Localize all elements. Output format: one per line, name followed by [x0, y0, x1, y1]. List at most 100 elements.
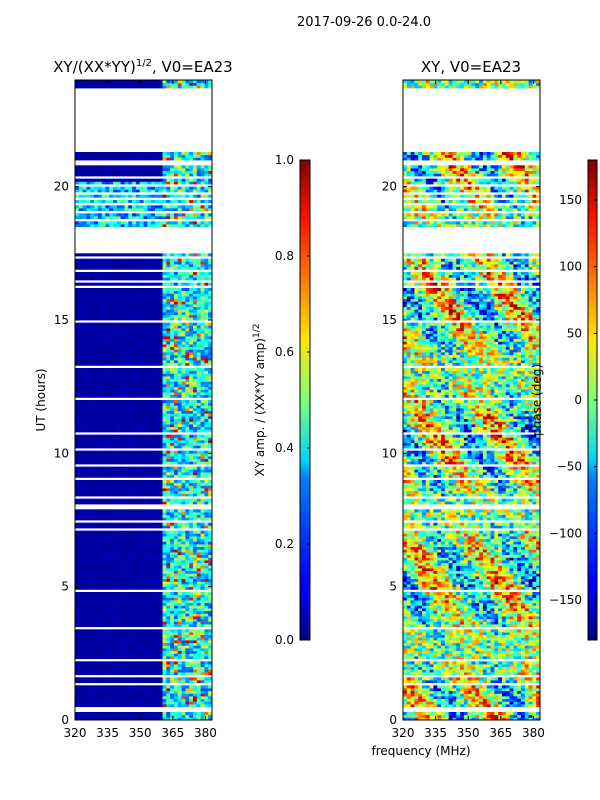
heatmap-cell [132, 688, 137, 692]
heatmap-cell [189, 522, 194, 526]
heatmap-cell [196, 418, 201, 422]
heatmap-cell [196, 645, 201, 649]
heatmap-cell [173, 338, 179, 342]
heatmap-cell [170, 461, 175, 465]
heatmap-cell [135, 442, 141, 446]
heatmap-cell [196, 325, 201, 329]
heatmap-cell [135, 336, 141, 340]
heatmap-cell [78, 442, 84, 446]
heatmap-cell [151, 298, 156, 302]
heatmap-cell [86, 578, 91, 582]
heatmap-cell [116, 485, 122, 489]
heatmap-cell [143, 536, 148, 540]
heatmap-cell [116, 336, 122, 340]
heatmap-cell [78, 445, 84, 449]
heatmap-cell [86, 616, 91, 620]
heatmap-cell [90, 312, 95, 316]
heatmap-cell [154, 653, 160, 657]
heatmap-cell [151, 669, 156, 673]
heatmap-cell [204, 344, 209, 348]
heatmap-cell [90, 338, 95, 342]
heatmap-cell [90, 344, 95, 348]
heatmap-cell [90, 594, 95, 598]
heatmap-cell [116, 680, 122, 684]
heatmap-cell [200, 600, 205, 604]
heatmap-cell [120, 616, 125, 620]
heatmap-cell [90, 453, 95, 457]
heatmap-cell [147, 349, 152, 353]
heatmap-cell [75, 648, 80, 652]
heatmap-cell [192, 450, 198, 454]
heatmap-cell [105, 346, 110, 350]
heatmap-cell [86, 605, 91, 609]
heatmap-cell [162, 485, 167, 489]
heatmap-cell [109, 616, 114, 620]
heatmap-cell [86, 650, 91, 654]
heatmap-cell [181, 440, 186, 444]
heatmap-cell [158, 629, 163, 633]
heatmap-cell [192, 426, 198, 430]
heatmap-cell [208, 314, 213, 318]
heatmap-cell [82, 328, 87, 332]
heatmap-cell [78, 482, 84, 486]
heatmap-cell [181, 394, 186, 398]
heatmap-cell [177, 314, 182, 318]
heatmap-cell [139, 360, 144, 364]
heatmap-cell [132, 426, 137, 430]
heatmap-cell [162, 421, 167, 425]
heatmap-cell [147, 301, 152, 305]
heatmap-cell [151, 322, 156, 326]
heatmap-cell [177, 416, 182, 420]
heatmap-cell [181, 416, 186, 420]
heatmap-cell [170, 426, 175, 430]
heatmap-cell [90, 333, 95, 337]
heatmap-cell [181, 488, 186, 492]
heatmap-cell [109, 437, 114, 441]
heatmap-cell [101, 386, 106, 390]
heatmap-cell [162, 370, 167, 374]
heatmap-cell [86, 362, 91, 366]
heatmap-cell [185, 346, 190, 350]
heatmap-cell [116, 322, 122, 326]
heatmap-cell [151, 616, 156, 620]
heatmap-cell [181, 621, 186, 625]
heatmap-cell [135, 586, 141, 590]
heatmap-cell [113, 354, 118, 358]
heatmap-cell [192, 522, 198, 526]
heatmap-cell [78, 450, 84, 454]
heatmap-cell [154, 581, 160, 585]
heatmap-cell [151, 301, 156, 305]
heatmap-cell [75, 704, 80, 708]
heatmap-cell [90, 442, 95, 446]
heatmap-cell [147, 400, 152, 404]
heatmap-cell [86, 557, 91, 561]
heatmap-cell [200, 664, 205, 668]
heatmap-cell [135, 426, 141, 430]
heatmap-cell [189, 301, 194, 305]
heatmap-cell [173, 552, 179, 556]
heatmap-cell [78, 421, 84, 425]
heatmap-cell [128, 378, 133, 382]
heatmap-cell [154, 333, 160, 337]
heatmap-cell [143, 328, 148, 332]
heatmap-cell [97, 373, 103, 377]
heatmap-cell [181, 368, 186, 372]
heatmap-cell [78, 317, 84, 321]
heatmap-cell [113, 360, 118, 364]
heatmap-cell [151, 368, 156, 372]
heatmap-cell [204, 562, 209, 566]
heatmap-cell [124, 634, 129, 638]
heatmap-cell [97, 584, 103, 588]
heatmap-cell [166, 610, 171, 614]
heatmap-cell [151, 640, 156, 644]
heatmap-cell [132, 544, 137, 548]
heatmap-cell [189, 354, 194, 358]
heatmap-cell [128, 578, 133, 582]
heatmap-cell [170, 392, 175, 396]
heatmap-cell [105, 616, 110, 620]
heatmap-cell [204, 645, 209, 649]
heatmap-cell [177, 616, 182, 620]
heatmap-cell [94, 717, 99, 721]
heatmap-cell [143, 493, 148, 497]
heatmap-cell [101, 440, 106, 444]
